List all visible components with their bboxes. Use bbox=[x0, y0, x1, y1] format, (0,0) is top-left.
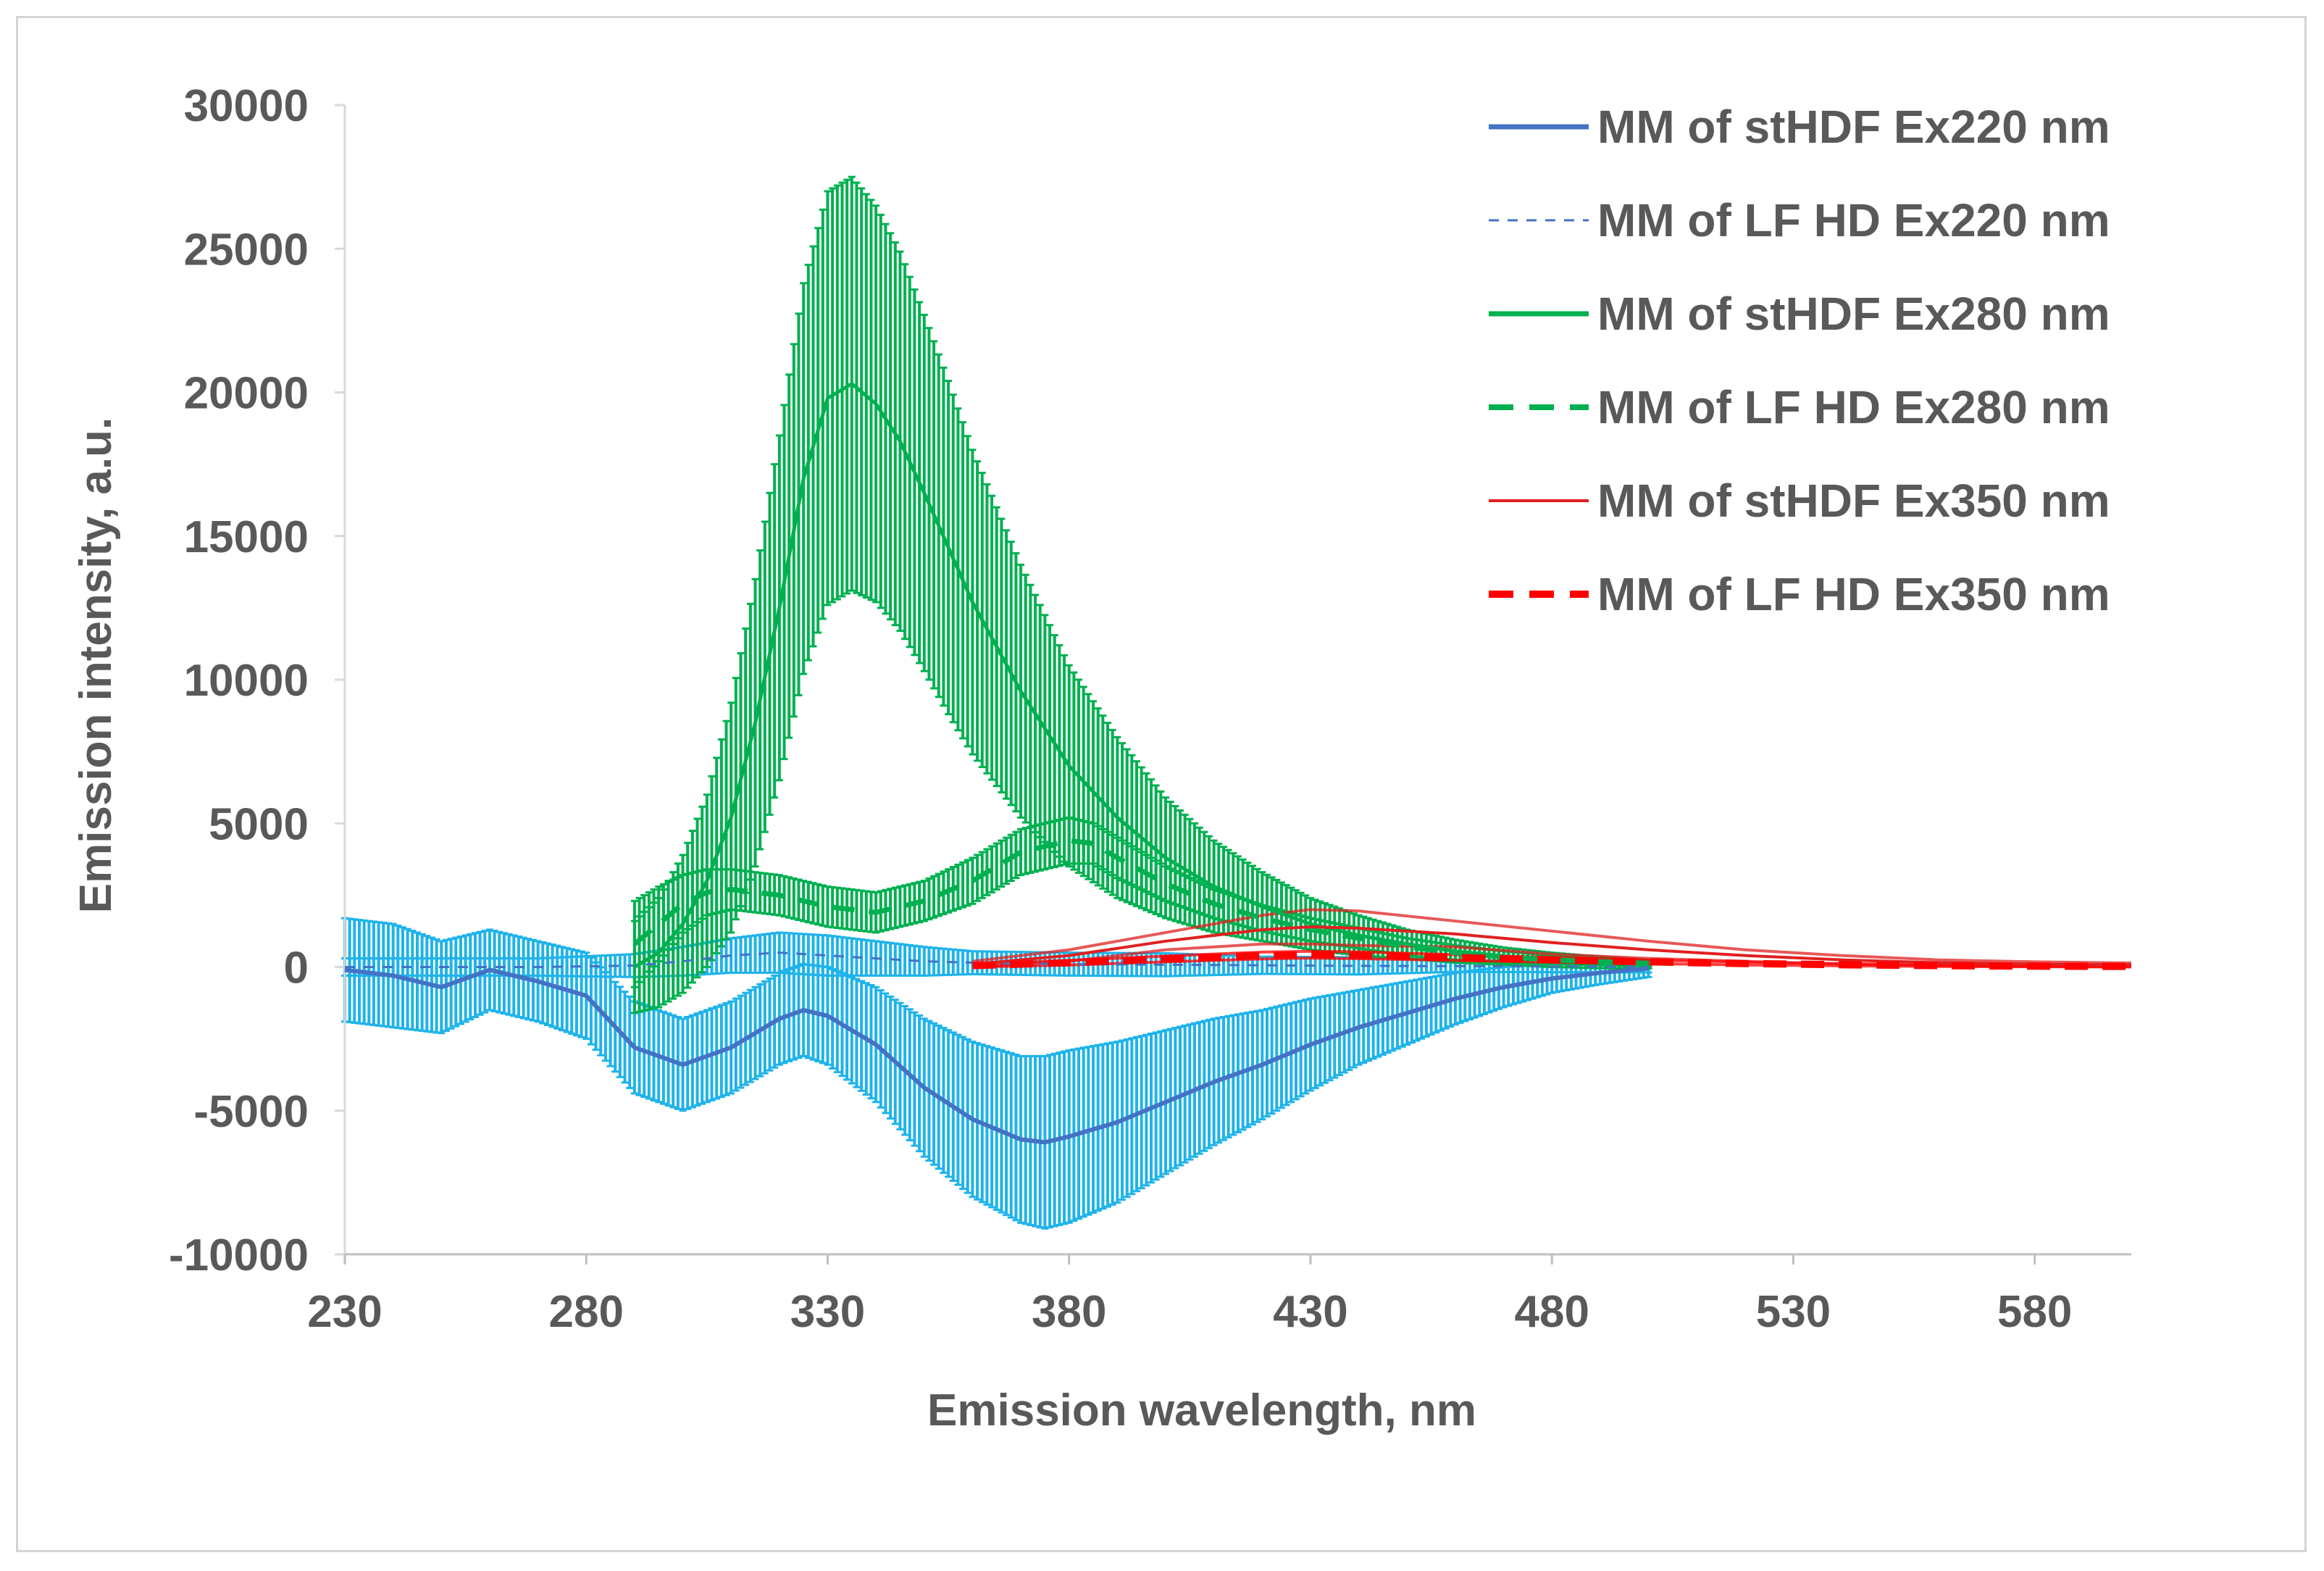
y-axis-ticks: -10000 -5000 0 5000 10000 15000 20000 25000 3000… bbox=[169, 81, 345, 1280]
y-tick-label: -5000 bbox=[193, 1087, 309, 1137]
legend-item: MM of stHDF Ex350 nm bbox=[1489, 475, 2110, 527]
y-tick-label: 30000 bbox=[184, 81, 309, 131]
legend-label: MM of LF HD Ex280 nm bbox=[1597, 381, 2110, 433]
y-tick-label: 20000 bbox=[184, 369, 309, 419]
x-axis-title: Emission wavelength, nm bbox=[927, 1385, 1476, 1435]
x-tick-label: 230 bbox=[307, 1287, 382, 1337]
legend-label: MM of stHDF Ex220 nm bbox=[1597, 101, 2110, 153]
chart-svg: -10000 -5000 0 5000 10000 15000 20000 25000 3000… bbox=[71, 81, 2132, 1435]
legend-label: MM of stHDF Ex350 nm bbox=[1597, 475, 2110, 527]
legend: MM of stHDF Ex220 nm MM of LF HD Ex220 n… bbox=[1489, 101, 2110, 620]
y-tick-label: 5000 bbox=[209, 799, 309, 849]
legend-item: MM of LF HD Ex280 nm bbox=[1489, 381, 2110, 433]
legend-item: MM of LF HD Ex220 nm bbox=[1489, 194, 2110, 246]
x-tick-label: 480 bbox=[1514, 1287, 1589, 1337]
legend-item: MM of stHDF Ex220 nm bbox=[1489, 101, 2110, 153]
x-tick-label: 280 bbox=[549, 1287, 624, 1337]
x-axis-ticks: 230 280 330 380 430 480 530 580 bbox=[307, 1254, 2072, 1337]
legend-item: MM of LF HD Ex350 nm bbox=[1489, 568, 2110, 620]
x-tick-label: 330 bbox=[790, 1287, 865, 1337]
x-tick-label: 380 bbox=[1032, 1287, 1106, 1337]
series-line-6 bbox=[972, 951, 2132, 970]
chart-frame: -10000 -5000 0 5000 10000 15000 20000 25000 3000… bbox=[16, 16, 2307, 1552]
series-lines-layer bbox=[344, 382, 2132, 1145]
x-tick-label: 580 bbox=[1997, 1287, 2072, 1337]
y-tick-label: 10000 bbox=[184, 656, 309, 706]
series-line-1 bbox=[344, 966, 1649, 1145]
legend-item: MM of stHDF Ex280 nm bbox=[1489, 288, 2110, 340]
x-tick-label: 530 bbox=[1756, 1287, 1831, 1337]
legend-label: MM of LF HD Ex220 nm bbox=[1597, 194, 2110, 246]
y-tick-label: 0 bbox=[284, 943, 309, 993]
y-tick-label: -10000 bbox=[169, 1230, 309, 1280]
x-tick-label: 430 bbox=[1273, 1287, 1347, 1337]
y-axis-title: Emission intensity, a.u. bbox=[71, 417, 121, 913]
series-line-4 bbox=[632, 838, 1649, 966]
error-envelope-upper bbox=[972, 908, 2132, 964]
series-line-2 bbox=[345, 951, 1649, 968]
y-tick-label: 25000 bbox=[184, 225, 309, 275]
y-tick-label: 15000 bbox=[184, 512, 309, 562]
legend-label: MM of LF HD Ex350 nm bbox=[1597, 568, 2110, 620]
axes-layer: -10000 -5000 0 5000 10000 15000 20000 25000 3000… bbox=[169, 81, 2131, 1337]
legend-label: MM of stHDF Ex280 nm bbox=[1597, 288, 2110, 340]
